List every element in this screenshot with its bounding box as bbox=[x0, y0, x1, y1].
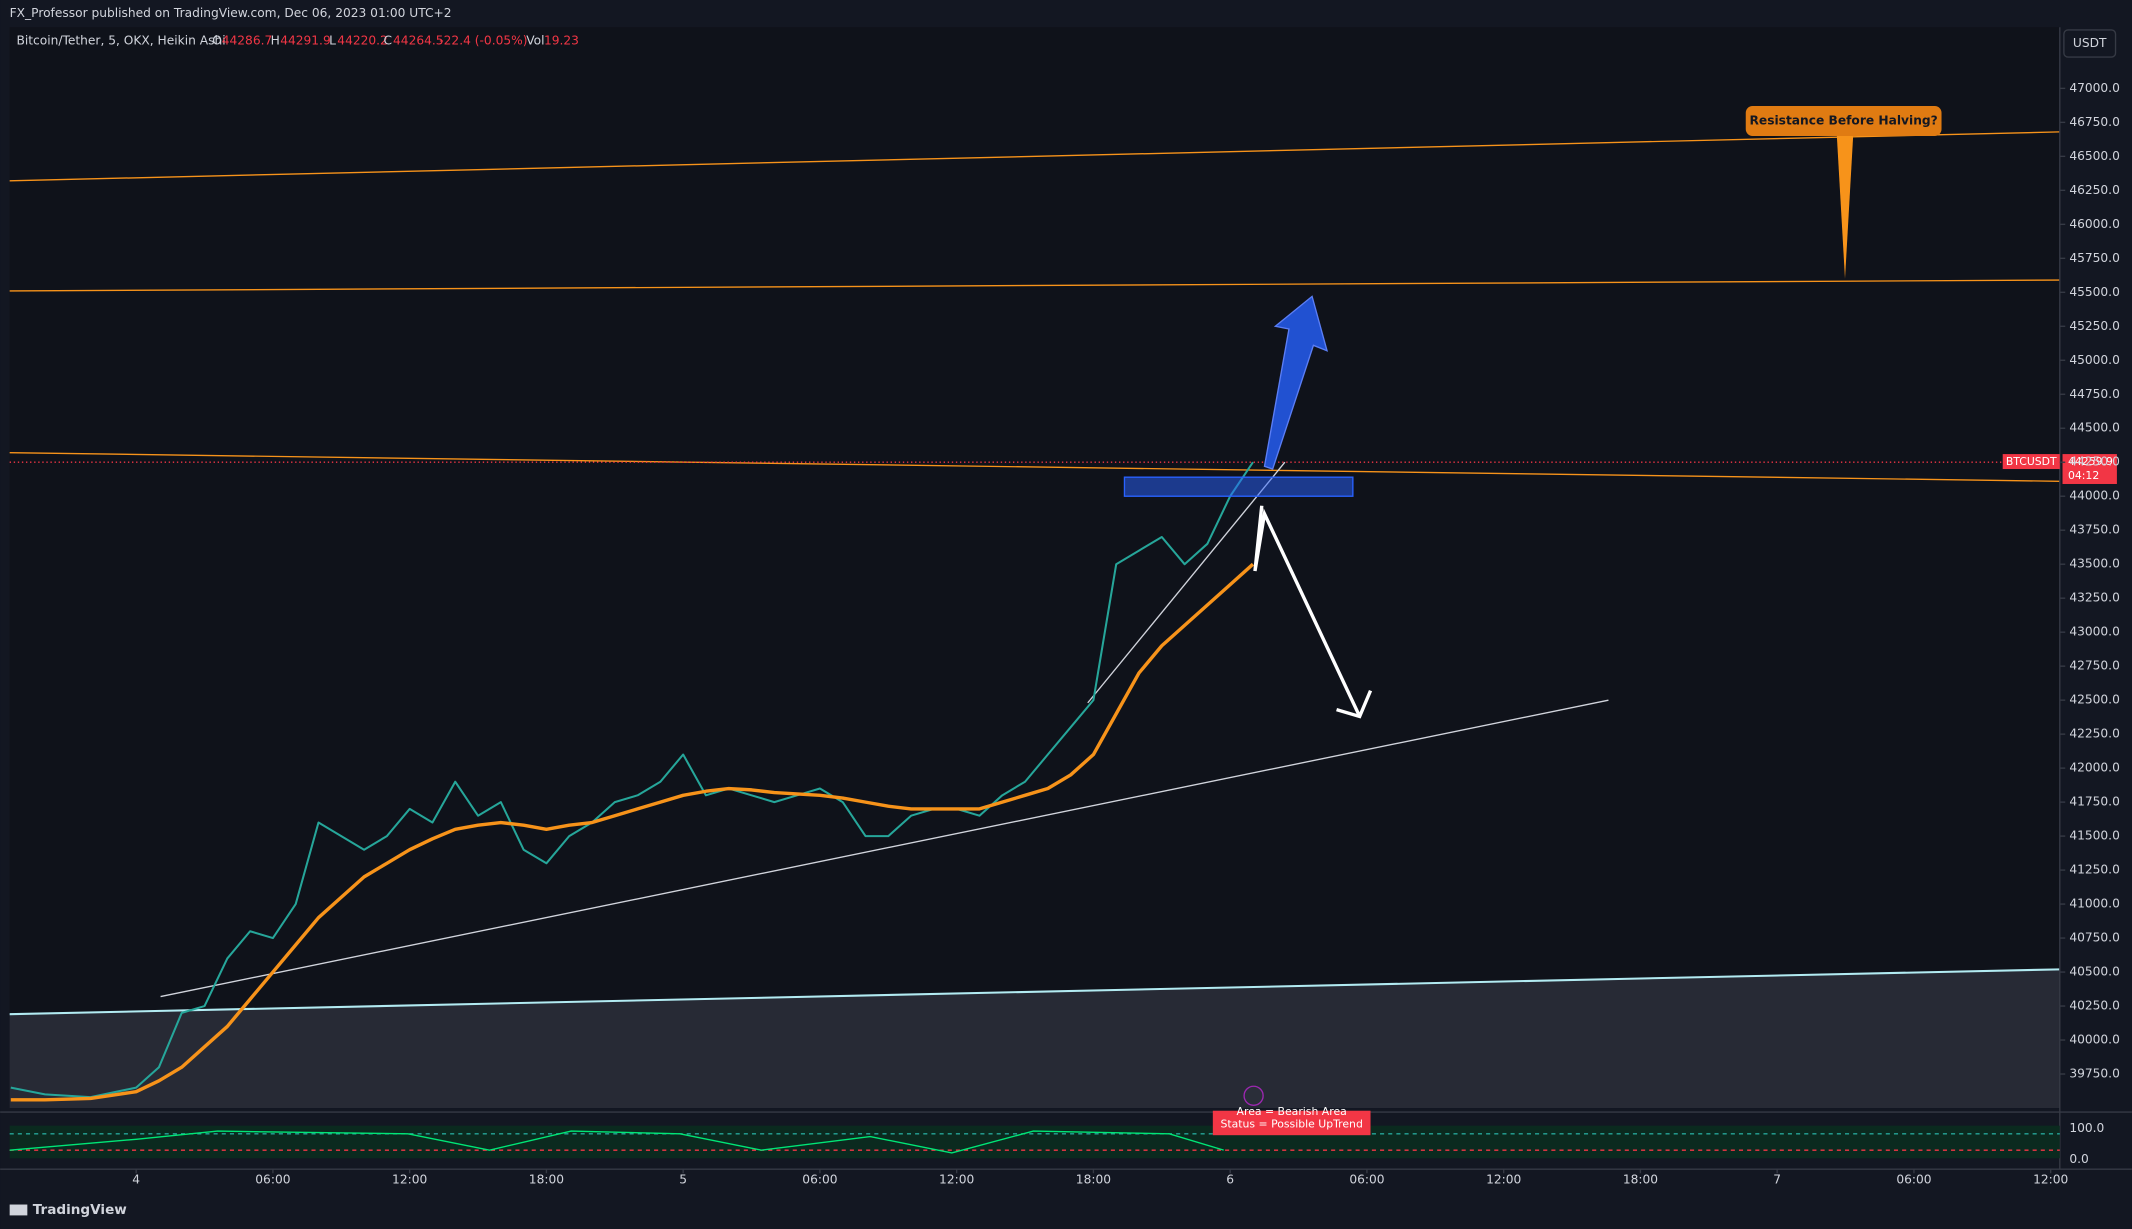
y-tick-label: 41000.0 bbox=[2069, 897, 2120, 911]
change: -22.4 (-0.05%) bbox=[439, 33, 527, 47]
x-tick-label: 18:00 bbox=[1076, 1173, 1111, 1187]
y-tick-label: 42250.0 bbox=[2069, 727, 2120, 741]
up-arrow bbox=[1263, 295, 1329, 470]
y-tick-label: 46750.0 bbox=[2069, 115, 2120, 129]
y-tick-label: 41250.0 bbox=[2069, 863, 2120, 877]
resistance-line bbox=[9, 452, 2060, 482]
countdown: 04:12 bbox=[2068, 469, 2099, 482]
logo-icon bbox=[9, 1204, 28, 1216]
status-area: Area = Bearish Area bbox=[1237, 1105, 1347, 1118]
y-tick-label: 40000.0 bbox=[2069, 1033, 2120, 1047]
x-tick-label: 4 bbox=[132, 1173, 140, 1187]
down-arrow bbox=[1253, 505, 1362, 718]
publisher: FX_Professor published on TradingView.co… bbox=[10, 6, 452, 20]
l-label: L bbox=[329, 33, 336, 47]
o-label: O bbox=[212, 33, 222, 47]
y-tick-label: 44000.0 bbox=[2069, 489, 2120, 503]
y-tick-label: 46000.0 bbox=[2069, 217, 2120, 231]
plot-area bbox=[9, 27, 2060, 1109]
symbol-tag bbox=[2002, 454, 2060, 470]
x-tick-label: 12:00 bbox=[2033, 1173, 2068, 1187]
x-tick-label: 12:00 bbox=[939, 1173, 974, 1187]
y-tick-label: 44750.0 bbox=[2069, 387, 2120, 401]
x-tick-label: 6 bbox=[1226, 1173, 1234, 1187]
c-value: 44264.5 bbox=[393, 33, 444, 47]
x-tick-label: 06:00 bbox=[1896, 1173, 1931, 1187]
y-tick-label: 44500.0 bbox=[2069, 421, 2120, 435]
series-layer bbox=[10, 461, 1255, 1102]
status-box bbox=[1212, 1110, 1371, 1136]
y-tick-label: 42750.0 bbox=[2069, 659, 2120, 673]
vol-label: Vol bbox=[526, 33, 544, 47]
x-tick-label: 18:00 bbox=[1623, 1173, 1658, 1187]
price-tag-text: 44259.9 bbox=[2068, 455, 2113, 468]
y-tick-label: 46500.0 bbox=[2069, 149, 2120, 163]
y-tick-label: 45750.0 bbox=[2069, 251, 2120, 265]
unit-button[interactable] bbox=[2063, 29, 2117, 58]
unit[interactable]: USDT bbox=[2073, 36, 2107, 50]
support-line bbox=[9, 968, 2060, 1016]
x-tick-label: 12:00 bbox=[392, 1173, 427, 1187]
x-tick-label: 7 bbox=[1773, 1173, 1781, 1187]
indicator-bottom: 0.0 bbox=[2069, 1152, 2088, 1166]
y-tick-label: 42500.0 bbox=[2069, 693, 2120, 707]
down-arrow-head bbox=[1336, 689, 1373, 719]
event-icon bbox=[1243, 1085, 1264, 1106]
o-value: 44286.7 bbox=[222, 33, 273, 47]
x-tick-label: 06:00 bbox=[802, 1173, 837, 1187]
callout-pointer bbox=[1836, 135, 1854, 279]
y-tick-label: 40250.0 bbox=[2069, 999, 2120, 1013]
y-tick-label: 45000.0 bbox=[2069, 353, 2120, 367]
resistance-line bbox=[9, 131, 2060, 182]
l-value: 44220.2 bbox=[337, 33, 388, 47]
x-tick-label: 18:00 bbox=[529, 1173, 564, 1187]
y-tick-label: 47000.0 bbox=[2069, 81, 2120, 95]
price-tag bbox=[2062, 454, 2117, 484]
y-tick-label: 44250.0 bbox=[2069, 455, 2120, 469]
resistance-line bbox=[9, 279, 2060, 292]
y-tick-label: 45500.0 bbox=[2069, 285, 2120, 299]
callout bbox=[1745, 106, 1942, 136]
series-line bbox=[10, 562, 1255, 1102]
trend-line bbox=[160, 699, 1609, 998]
trend-line bbox=[1087, 461, 1286, 704]
indicator-top: 100.0 bbox=[2069, 1121, 2104, 1135]
status: Status = Possible UpTrend bbox=[1220, 1117, 1362, 1130]
footer-logo: TradingView bbox=[33, 1202, 128, 1218]
y-tick-label: 42000.0 bbox=[2069, 761, 2120, 775]
breakout-box bbox=[1123, 476, 1354, 497]
x-tick-label: 12:00 bbox=[1486, 1173, 1521, 1187]
y-tick-label: 41750.0 bbox=[2069, 795, 2120, 809]
callout-text: Resistance Before Halving? bbox=[1750, 113, 1938, 127]
symbol: Bitcoin/Tether, 5, OKX, Heikin Ashi bbox=[16, 33, 225, 47]
y-tick-label: 40500.0 bbox=[2069, 965, 2120, 979]
x-tick-label: 5 bbox=[679, 1173, 687, 1187]
series-line bbox=[10, 461, 1254, 1099]
y-tick-label: 43000.0 bbox=[2069, 625, 2120, 639]
y-tick-label: 46250.0 bbox=[2069, 183, 2120, 197]
indicator-line bbox=[9, 1130, 1224, 1154]
y-tick-label: 43250.0 bbox=[2069, 591, 2120, 605]
vol-value: 19.23 bbox=[544, 33, 579, 47]
h-value: 44291.9 bbox=[280, 33, 331, 47]
y-tick-label: 40750.0 bbox=[2069, 931, 2120, 945]
h-label: H bbox=[271, 33, 280, 47]
y-tick-label: 41500.0 bbox=[2069, 829, 2120, 843]
legend: Bitcoin/Tether, 5, OKX, Heikin Ashi O 44… bbox=[16, 33, 578, 47]
y-tick-label: 43500.0 bbox=[2069, 557, 2120, 571]
y-tick-label: 43750.0 bbox=[2069, 523, 2120, 537]
c-label: C bbox=[384, 33, 393, 47]
y-tick-label: 45250.0 bbox=[2069, 319, 2120, 333]
symbol-tag-text: BTCUSDT bbox=[2006, 455, 2057, 468]
y-tick-label: 39750.0 bbox=[2069, 1067, 2120, 1081]
x-tick-label: 06:00 bbox=[255, 1173, 290, 1187]
x-tick-label: 06:00 bbox=[1349, 1173, 1384, 1187]
